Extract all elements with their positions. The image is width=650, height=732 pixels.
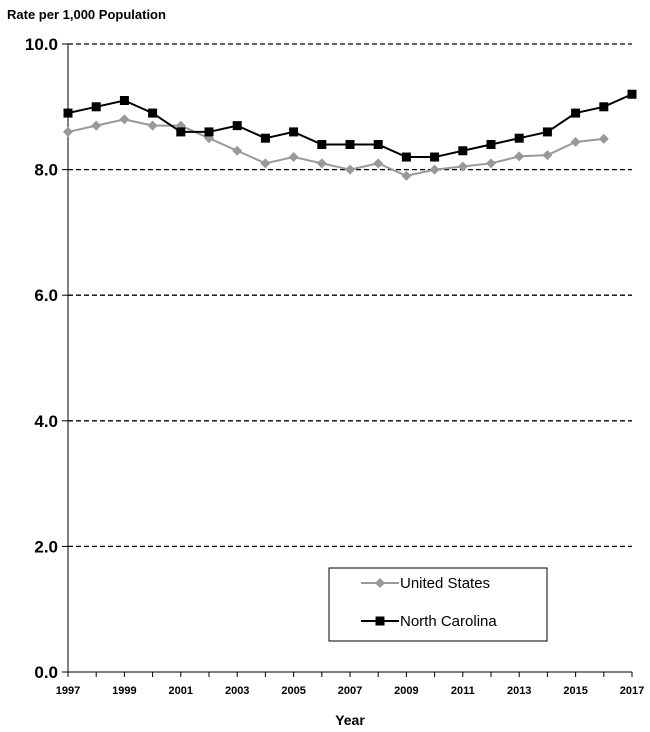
- united-states-point: [598, 133, 609, 144]
- north-carolina-point: [486, 139, 496, 149]
- north-carolina-point: [148, 108, 158, 118]
- series-north-carolina: [63, 89, 637, 162]
- y-tick-label: 2.0: [34, 537, 58, 556]
- x-tick-label: 2007: [338, 685, 362, 697]
- north-carolina-point: [317, 139, 327, 149]
- united-states-point: [486, 158, 496, 169]
- series-layer: [63, 89, 637, 181]
- north-carolina-point: [232, 121, 242, 131]
- y-axis-label: Rate per 1,000 Population: [7, 7, 166, 22]
- legend-box: [328, 567, 548, 642]
- axes: 0.0 2.0 4.0 6.0 8.0 10.0 1997 1999 2001 2003 2005 2…: [25, 35, 644, 697]
- x-tick-label: 2015: [563, 685, 587, 697]
- series-united-states: [63, 114, 609, 181]
- north-carolina-point: [599, 102, 609, 112]
- north-carolina-point: [430, 152, 440, 162]
- north-carolina-point: [119, 96, 129, 106]
- y-tick-label: 4.0: [34, 412, 58, 431]
- y-tick-label: 0.0: [34, 663, 58, 682]
- united-states-point: [373, 158, 384, 169]
- united-states-point: [570, 136, 581, 147]
- north-carolina-point: [63, 108, 73, 118]
- legend: United States North Carolina: [328, 567, 548, 642]
- north-carolina-point: [204, 127, 214, 137]
- united-states-point: [316, 158, 327, 169]
- united-states-point: [542, 150, 553, 161]
- united-states-point: [401, 170, 412, 181]
- north-carolina-point: [91, 102, 101, 112]
- united-states-point: [63, 126, 73, 137]
- united-states-point: [91, 120, 102, 131]
- united-states-point: [260, 158, 271, 169]
- north-carolina-point: [373, 139, 383, 149]
- y-tick-label: 6.0: [34, 286, 58, 305]
- north-carolina-point: [458, 146, 468, 156]
- north-carolina-point: [260, 133, 270, 143]
- x-tick-label: 2001: [169, 685, 193, 697]
- united-states-point: [232, 145, 243, 156]
- x-tick-label: 2011: [451, 685, 475, 697]
- x-tick-label: 2003: [225, 685, 249, 697]
- united-states-point: [429, 164, 440, 175]
- north-carolina-point: [514, 133, 524, 143]
- legend-label: North Carolina: [400, 613, 497, 630]
- united-states-point: [119, 114, 130, 125]
- north-carolina-point: [289, 127, 299, 137]
- united-states-point: [147, 120, 158, 131]
- x-tick-label: 2009: [394, 685, 418, 697]
- y-tick-label: 10.0: [25, 35, 58, 54]
- legend-item-north-carolina: North Carolina: [361, 613, 497, 630]
- united-states-point: [345, 164, 355, 175]
- north-carolina-point: [401, 152, 411, 162]
- legend-swatch-marker: [375, 616, 385, 626]
- legend-label: United States: [400, 575, 490, 592]
- united-states-line: [67, 118, 604, 177]
- north-carolina-point: [571, 108, 581, 118]
- x-tick-label: 2017: [620, 685, 644, 697]
- y-tick-label: 8.0: [34, 161, 58, 180]
- north-carolina-point: [176, 127, 186, 137]
- united-states-point: [288, 152, 299, 163]
- x-tick-label: 2013: [507, 685, 531, 697]
- united-states-point: [514, 151, 525, 162]
- legend-swatch-marker: [375, 578, 385, 588]
- north-carolina-point: [345, 139, 355, 149]
- gridlines: [68, 43, 632, 548]
- x-tick-label: 1999: [112, 685, 136, 697]
- north-carolina-point: [627, 89, 637, 99]
- legend-item-united-states: United States: [361, 575, 490, 592]
- north-carolina-point: [542, 127, 552, 137]
- x-axis-label: Year: [335, 712, 365, 728]
- x-tick-label: 2005: [281, 685, 305, 697]
- x-tick-label: 1997: [56, 685, 80, 697]
- united-states-point: [457, 161, 468, 172]
